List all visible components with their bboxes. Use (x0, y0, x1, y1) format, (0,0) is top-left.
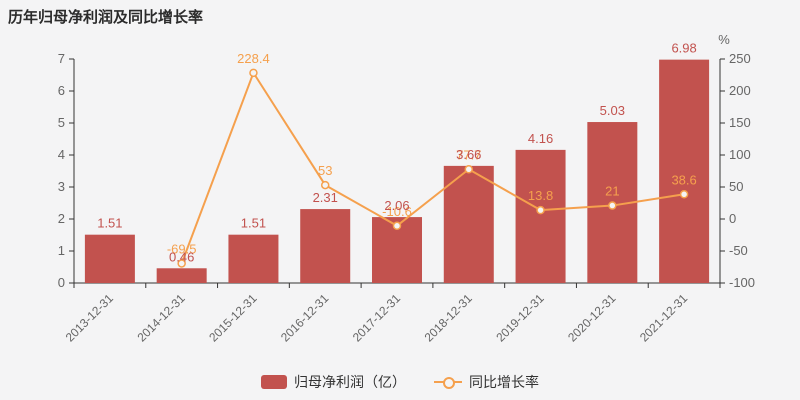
bar-2019-12-31[interactable] (515, 149, 566, 283)
x-axis-category-label: 2021-12-31 (637, 291, 691, 345)
y-axis-left-tick-label: 3 (58, 179, 65, 194)
x-axis-category-label: 2017-12-31 (350, 291, 404, 345)
y-axis-right-tick-label: 250 (729, 51, 751, 66)
y-axis-right-tick-label: 200 (729, 83, 751, 98)
line-value-label: 38.6 (671, 172, 696, 187)
bar-series-swatch-icon (261, 375, 287, 389)
growth-line (180, 70, 685, 264)
legend-item-growth-rate[interactable]: 同比增长率 (434, 372, 539, 392)
y-axis-right-tick-label: -50 (729, 243, 748, 258)
line-point-2021-12-31[interactable] (679, 190, 689, 199)
y-axis-left-tick-label: 1 (58, 243, 65, 258)
y-axis-left-tick-label: 0 (58, 275, 65, 290)
line-point-2019-12-31[interactable] (536, 205, 545, 215)
line-point-2018-12-31[interactable] (464, 165, 474, 174)
y-axis-right-tick-label: -100 (729, 275, 755, 290)
y-axis-right-tick-label: 50 (729, 179, 743, 194)
bar-value-label: 2.06 (384, 198, 409, 213)
line-value-label: 21 (605, 184, 619, 199)
bar-2016-12-31[interactable] (300, 209, 351, 283)
x-axis-category-label: 2016-12-31 (278, 291, 332, 345)
bar-2015-12-31[interactable] (228, 234, 279, 283)
legend: 归母净利润（亿） 同比增长率 (0, 372, 800, 392)
y-axis-right-tick-label: 150 (729, 115, 751, 130)
x-axis-category-label: 2018-12-31 (422, 291, 476, 345)
line-point-2020-12-31[interactable] (608, 201, 617, 210)
bar-2018-12-31[interactable] (443, 165, 494, 283)
bar-value-label: 4.16 (528, 131, 553, 146)
legend-item-net-profit[interactable]: 归母净利润（亿） (261, 372, 406, 392)
y-axis-left-tick-label: 4 (58, 147, 65, 162)
bar-value-label: 5.03 (600, 103, 625, 118)
bar-2014-12-31[interactable] (156, 268, 207, 283)
line-point-2017-12-31[interactable] (392, 221, 402, 231)
x-axis-category-label: 2014-12-31 (134, 291, 188, 345)
line-value-label: -10.6 (382, 204, 412, 219)
line-point-2015-12-31[interactable] (249, 68, 258, 78)
bar-value-label: 6.98 (671, 41, 696, 56)
line-value-label: 228.4 (237, 51, 270, 66)
y-axis-left-tick-label: 6 (58, 83, 65, 98)
y-axis-left-tick-label: 2 (58, 211, 65, 226)
bar-2013-12-31[interactable] (84, 234, 135, 283)
bar-value-label: 1.51 (241, 216, 266, 231)
line-point-2014-12-31[interactable] (177, 259, 186, 268)
x-axis-category-label: 2013-12-31 (63, 291, 117, 345)
legend-bar-label: 归母净利润（亿） (294, 374, 406, 390)
line-value-label: 53 (318, 163, 332, 178)
x-axis-category-label: 2020-12-31 (565, 291, 619, 345)
bar-value-label: 2.31 (313, 190, 338, 205)
right-axis-unit-label: % (718, 32, 730, 47)
y-axis-left-tick-label: 7 (58, 51, 65, 66)
bar-2021-12-31[interactable] (659, 59, 710, 283)
y-axis-right-tick-label: 100 (729, 147, 751, 162)
bar-value-label: 0.46 (169, 249, 194, 264)
bar-value-label: 3.66 (456, 147, 481, 162)
line-point-2016-12-31[interactable] (320, 180, 330, 190)
chart-title: 历年归母净利润及同比增长率 (8, 9, 204, 26)
x-axis-category-label: 2019-12-31 (493, 291, 547, 345)
line-value-label: -69.5 (167, 241, 197, 256)
bar-value-label: 1.51 (97, 216, 122, 231)
line-value-label: 13.8 (528, 188, 553, 203)
x-axis-category-label: 2015-12-31 (206, 291, 260, 345)
line-series-swatch-icon (434, 375, 462, 389)
legend-line-label: 同比增长率 (469, 374, 539, 390)
line-swatch-circle-icon (443, 377, 455, 389)
y-axis-left-tick-label: 5 (58, 115, 65, 130)
y-axis-right-tick-label: 0 (729, 211, 736, 226)
line-value-label: 77.7 (456, 147, 481, 162)
chart-canvas: 0 1 2 3 4 5 6 7 -100 -50 0 50 100 150 200 250% 2013-12-3… (58, 32, 755, 345)
